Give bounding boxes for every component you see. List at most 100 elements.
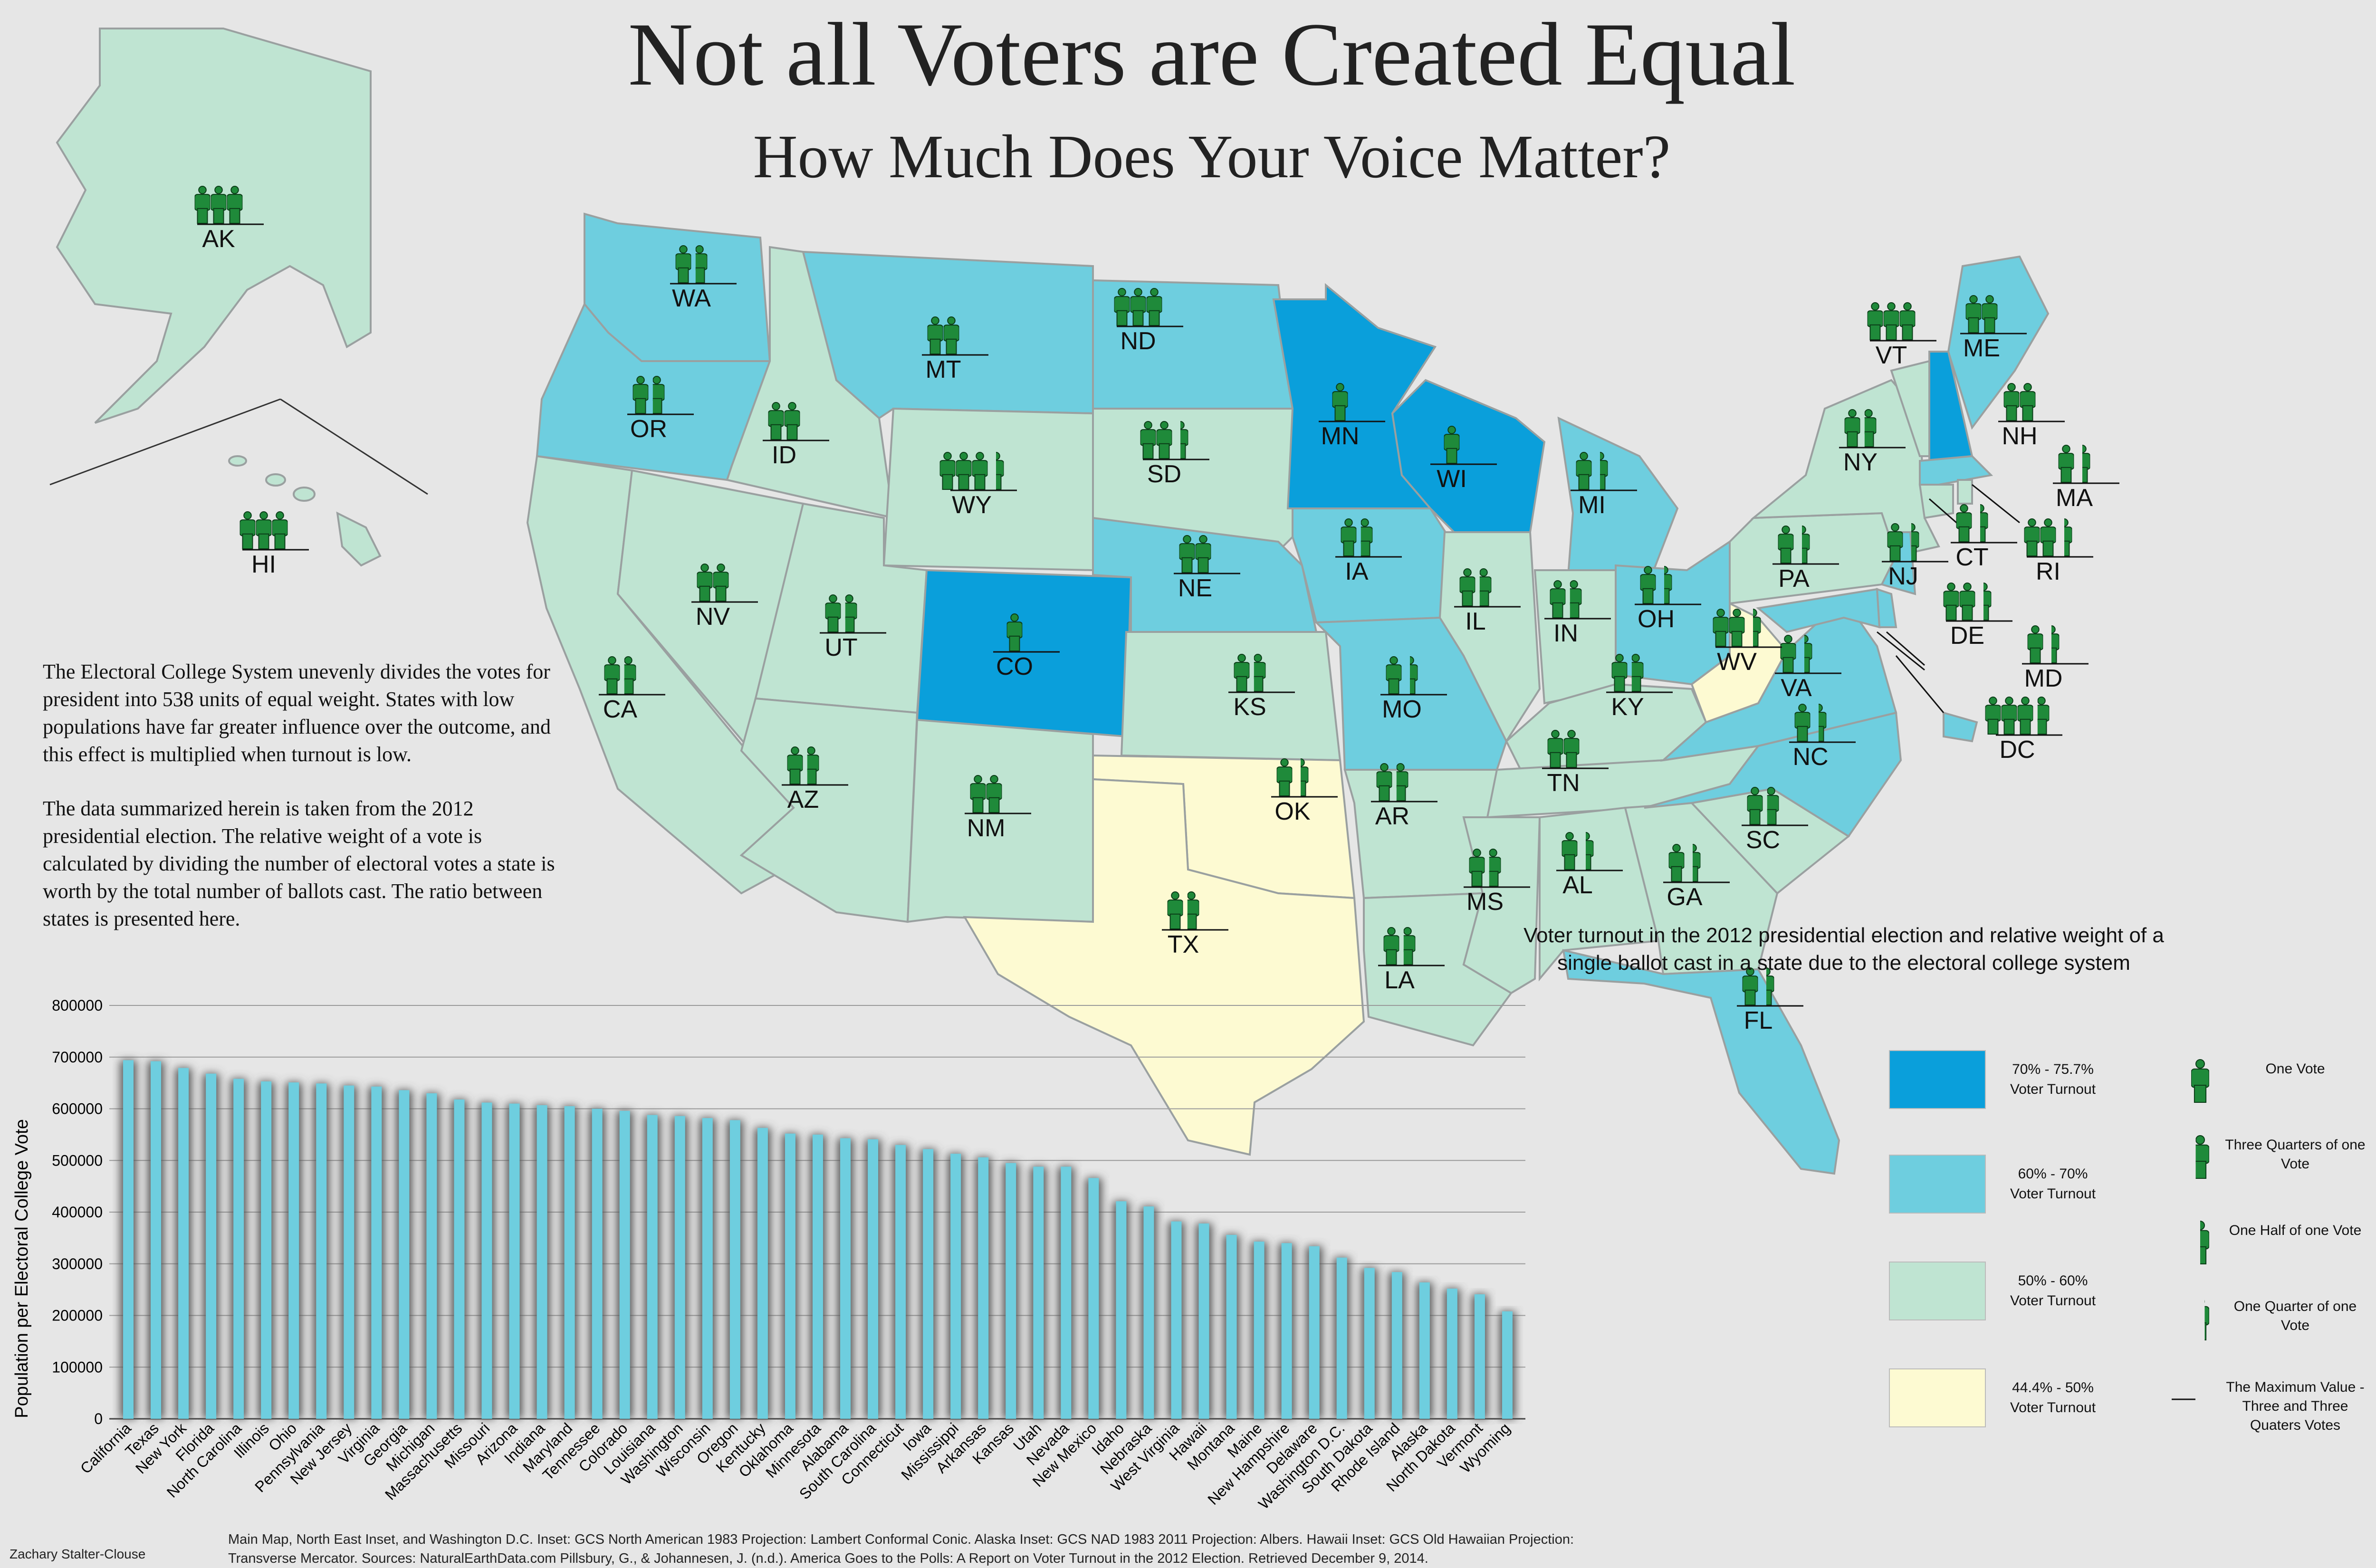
one-vote-icon: [211, 186, 227, 224]
bar-new-mexico: [1088, 1178, 1099, 1419]
state-marker-ga: GA: [1663, 844, 1730, 911]
one-vote-icon: [272, 511, 288, 550]
partial-vote-icon: [1489, 849, 1501, 887]
one-vote-icon: [956, 452, 972, 490]
bar-rhode-island: [1391, 1272, 1402, 1419]
ma-callout-line: [1972, 484, 2020, 524]
partial-vote-icon: [1360, 518, 1373, 557]
bar-idaho: [1116, 1201, 1127, 1419]
state-marker-wy: WY: [939, 452, 1017, 519]
three-quarter-vote-icon: [2195, 1135, 2209, 1179]
state-marker-wi: WI: [1430, 426, 1497, 493]
intro-paragraph-1: The Electoral College System unevenly di…: [43, 660, 551, 766]
legend-swatch-label: 60% - 70% Voter Turnout: [2010, 1166, 2096, 1202]
partial-vote-icon: [1864, 409, 1877, 447]
bar-washington: [674, 1116, 685, 1419]
state-label: OK: [1274, 798, 1310, 825]
bar-colorado: [619, 1110, 630, 1419]
state-shape-ak: [56, 28, 372, 424]
state-marker-vt: VT: [1867, 302, 1936, 369]
one-vote-icon: [194, 186, 211, 224]
y-tick-label: 400000: [52, 1204, 103, 1221]
state-marker-ks: KS: [1228, 654, 1295, 721]
state-marker-mi: MI: [1571, 452, 1637, 519]
state-marker-me: ME: [1960, 295, 2027, 362]
bar-connecticut: [895, 1145, 906, 1419]
state-label: NC: [1792, 743, 1828, 771]
bar-maine: [1254, 1241, 1265, 1419]
partial-vote-icon: [2064, 518, 2072, 557]
partial-vote-icon: [996, 452, 1004, 490]
one-vote-icon: [2027, 625, 2043, 664]
legend-icon-label: Three Quarters of one Vote: [2225, 1137, 2366, 1172]
partial-vote-icon: [1600, 452, 1608, 490]
one-vote-icon: [1130, 288, 1146, 326]
bar-hawaii: [1198, 1223, 1209, 1419]
state-marker-or: OR: [627, 376, 694, 443]
legend-swatch: [1889, 1155, 1986, 1214]
one-vote-icon: [972, 452, 988, 490]
y-tick-label: 100000: [52, 1358, 103, 1376]
bar-new-jersey: [344, 1085, 354, 1419]
state-shape-hi: [336, 511, 382, 567]
state-label: NV: [696, 603, 730, 631]
bar-washington-d-c-: [1336, 1257, 1347, 1419]
state-label: CT: [1955, 544, 1988, 571]
state-marker-nc: NC: [1789, 704, 1856, 771]
one-vote-icon-shape: [2191, 1059, 2209, 1103]
state-marker-ky: KY: [1606, 654, 1673, 721]
state-label: AL: [1562, 871, 1593, 899]
partial-vote-icon: [2051, 625, 2060, 664]
state-label: UT: [824, 634, 857, 661]
one-vote-icon: [1444, 426, 1460, 464]
state-marker-co: CO: [993, 613, 1060, 680]
state-marker-nv: NV: [691, 564, 758, 631]
one-vote-icon: [1982, 295, 1998, 333]
partial-vote-icon: [1911, 523, 1919, 562]
state-label: KY: [1611, 693, 1644, 721]
partial-vote-icon: [1664, 566, 1672, 604]
one-vote-icon: [227, 186, 243, 224]
state-label: AZ: [787, 786, 819, 813]
state-marker-oh: OH: [1635, 566, 1701, 633]
state-label: MA: [2056, 484, 2093, 512]
state-label: NE: [1178, 574, 1212, 602]
state-label: OH: [1638, 605, 1675, 633]
one-vote-icon: [825, 594, 841, 633]
state-marker-ri: RI: [2024, 518, 2093, 585]
three-quarter-vote-icon-shape: [2195, 1135, 2209, 1179]
state-label: ID: [772, 441, 796, 469]
state-label: CO: [996, 653, 1033, 680]
one-vote-icon: [1547, 730, 1563, 768]
bar-new-york: [178, 1068, 189, 1419]
legend-title: Voter turnout in the 2012 presidential e…: [1523, 924, 2164, 975]
state-marker-tn: TN: [1542, 730, 1609, 797]
state-label: WV: [1717, 648, 1757, 676]
partial-vote-icon: [1767, 787, 1779, 825]
state-marker-hi: HI: [240, 511, 309, 578]
bar-ohio: [288, 1082, 299, 1419]
one-vote-icon: [2191, 1059, 2209, 1103]
partial-vote-icon: [2037, 697, 2050, 735]
state-label: ME: [1963, 335, 2000, 362]
state-label: OR: [630, 415, 667, 443]
state-label: VT: [1876, 342, 1907, 369]
partial-vote-icon: [1819, 704, 1827, 742]
one-vote-icon: [1550, 580, 1566, 619]
state-marker-sd: SD: [1140, 421, 1209, 488]
partial-vote-icon: [1753, 609, 1761, 647]
state-marker-ok: OK: [1271, 758, 1338, 825]
state-marker-tx: TX: [1162, 891, 1228, 958]
sources-text: Main Map, North East Inset, and Washingt…: [228, 1532, 1574, 1566]
state-marker-ar: AR: [1371, 763, 1437, 830]
y-tick-label: 800000: [52, 997, 103, 1014]
bar-oklahoma: [785, 1133, 795, 1419]
state-shape-wy: [882, 407, 1094, 572]
bar-california: [123, 1060, 134, 1419]
author-credit: Zachary Stalter-Clouse: [10, 1547, 146, 1561]
one-vote-icon: [1742, 967, 1758, 1006]
one-vote-icon: [256, 511, 272, 550]
legend-icon-label: One Vote: [2265, 1061, 2325, 1077]
us-turnout-map: AK HI WA OR CA ID NV MT WY UT AZ CO NM ND SD NE KS OK TX MN…: [49, 28, 2119, 1175]
one-vote-icon: [1156, 421, 1172, 459]
